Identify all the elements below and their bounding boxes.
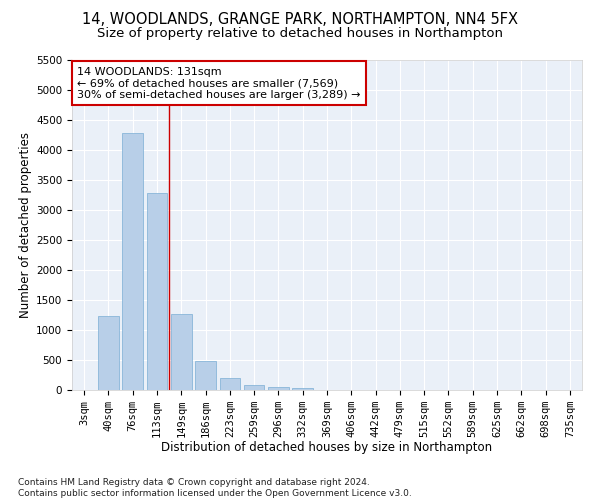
X-axis label: Distribution of detached houses by size in Northampton: Distribution of detached houses by size … bbox=[161, 442, 493, 454]
Bar bbox=[171, 314, 191, 390]
Bar bbox=[122, 133, 143, 390]
Bar bbox=[268, 387, 289, 390]
Bar bbox=[195, 361, 216, 390]
Bar bbox=[98, 316, 119, 390]
Text: 14 WOODLANDS: 131sqm
← 69% of detached houses are smaller (7,569)
30% of semi-de: 14 WOODLANDS: 131sqm ← 69% of detached h… bbox=[77, 66, 361, 100]
Bar bbox=[220, 378, 240, 390]
Text: Contains HM Land Registry data © Crown copyright and database right 2024.
Contai: Contains HM Land Registry data © Crown c… bbox=[18, 478, 412, 498]
Bar bbox=[146, 193, 167, 390]
Bar bbox=[292, 388, 313, 390]
Text: 14, WOODLANDS, GRANGE PARK, NORTHAMPTON, NN4 5FX: 14, WOODLANDS, GRANGE PARK, NORTHAMPTON,… bbox=[82, 12, 518, 28]
Y-axis label: Number of detached properties: Number of detached properties bbox=[19, 132, 32, 318]
Text: Size of property relative to detached houses in Northampton: Size of property relative to detached ho… bbox=[97, 28, 503, 40]
Bar bbox=[244, 385, 265, 390]
